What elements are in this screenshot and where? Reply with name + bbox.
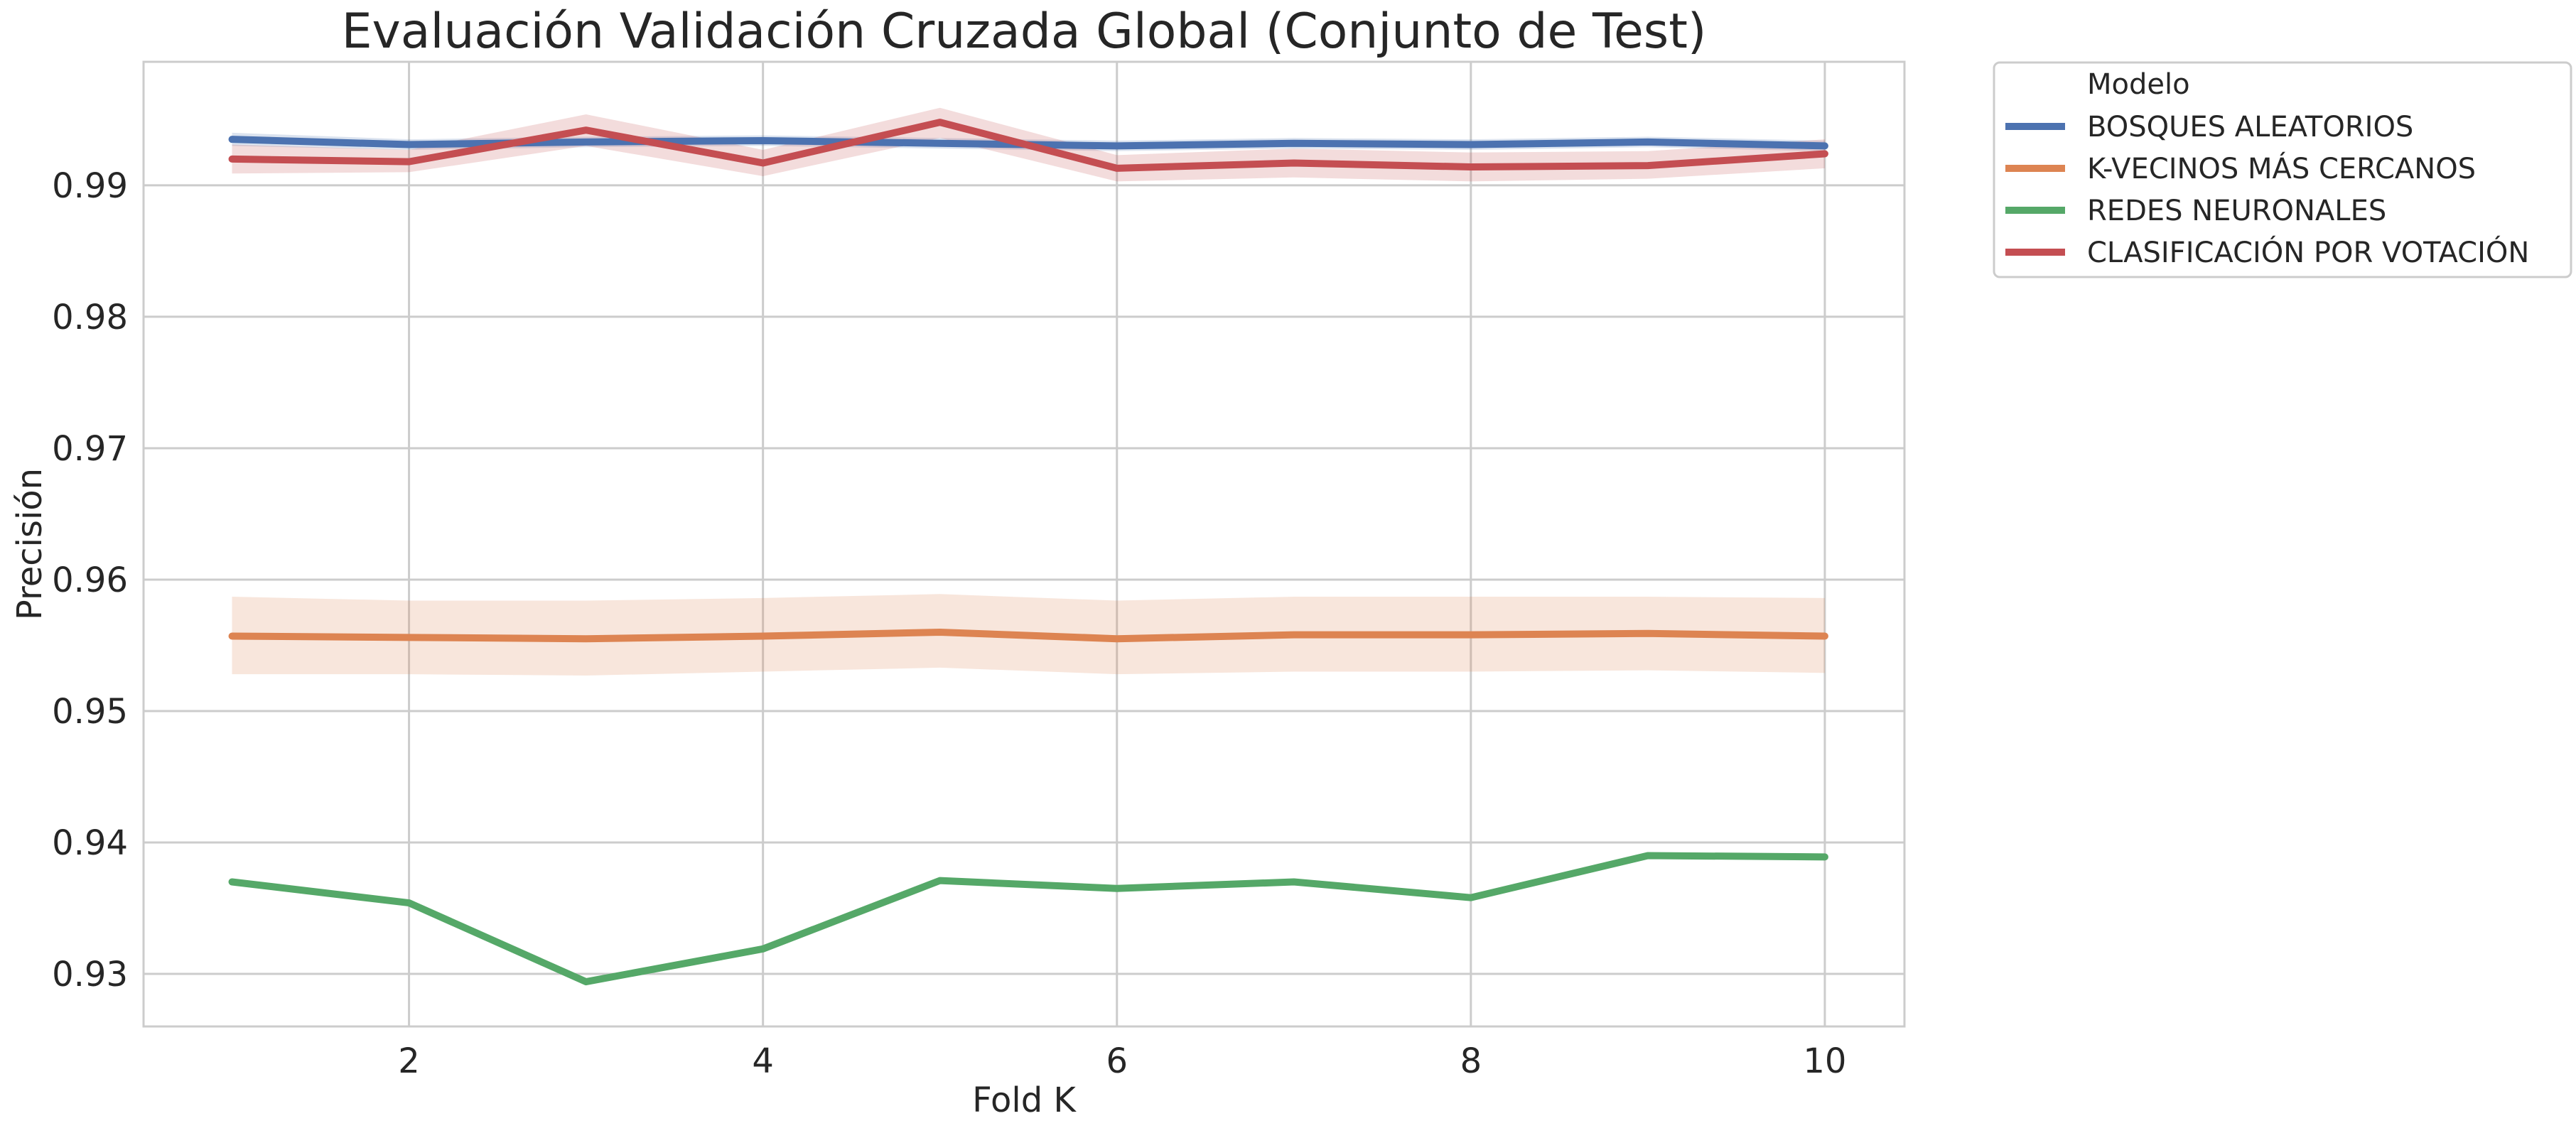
- y-gridlines: [144, 184, 1904, 975]
- x-gridlines: [408, 62, 1826, 1026]
- series-lines: [228, 119, 1828, 986]
- y-tick-label: 0.96: [52, 560, 128, 600]
- legend-items: BOSQUES ALEATORIOS K-VECINOS MÁS CERCANOS…: [2005, 111, 2529, 269]
- legend-title: Modelo: [2087, 68, 2190, 101]
- legend-label: K-VECINOS MÁS CERCANOS: [2087, 151, 2476, 185]
- x-tick-label: 2: [398, 1041, 420, 1081]
- legend-label: CLASIFICACIÓN POR VOTACIÓN: [2087, 235, 2529, 269]
- y-tick-label: 0.93: [52, 955, 128, 994]
- y-tick-label: 0.98: [52, 298, 128, 337]
- series-line: [228, 119, 1828, 172]
- legend-label: BOSQUES ALEATORIOS: [2087, 111, 2413, 143]
- series-line: [228, 852, 1828, 986]
- y-axis-label: Precisión: [10, 468, 50, 620]
- legend-frame: [1993, 61, 2572, 278]
- legend-label: REDES NEURONALES: [2087, 195, 2386, 227]
- x-axis-label: Fold K: [972, 1080, 1077, 1120]
- x-tick-label: 8: [1460, 1041, 1482, 1081]
- y-tick-label: 0.97: [52, 429, 128, 469]
- chart-title: Evaluación Validación Cruzada Global (Co…: [342, 4, 1707, 60]
- x-tick-label: 6: [1106, 1041, 1128, 1081]
- y-tick-label: 0.99: [52, 166, 128, 206]
- legend: Modelo BOSQUES ALEATORIOS K-VECINOS MÁS C…: [1993, 61, 2572, 278]
- x-tick-label: 4: [752, 1041, 774, 1081]
- y-tick-label: 0.94: [52, 823, 128, 863]
- series-line: [228, 628, 1828, 643]
- y-tick-labels: 0.93 0.94 0.95 0.96 0.97 0.98 0.99: [52, 166, 128, 994]
- y-tick-label: 0.95: [52, 692, 128, 732]
- x-tick-label: 10: [1803, 1041, 1846, 1081]
- plot-frame: [142, 60, 1906, 1028]
- x-tick-labels: 2 4 6 8 10: [398, 1041, 1846, 1081]
